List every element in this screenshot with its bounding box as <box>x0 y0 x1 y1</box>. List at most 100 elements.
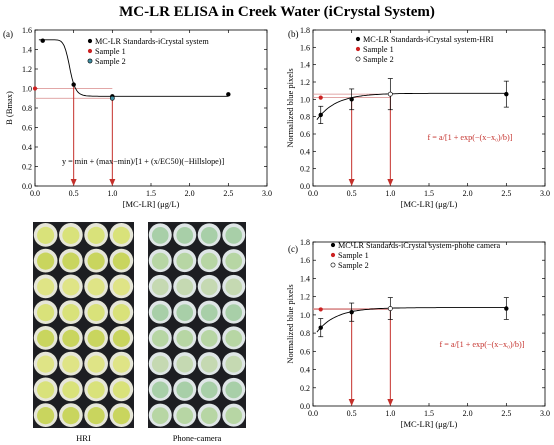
well-liquid <box>37 355 55 373</box>
legend-entry: Sample 1 <box>95 47 126 56</box>
fit-equation: f = a/[1 + exp(−(x−x₀)/b)] <box>440 340 525 349</box>
well-liquid <box>37 407 55 425</box>
x-tick-label: 2.0 <box>185 189 195 198</box>
x-tick-label: 1.5 <box>146 189 156 198</box>
well-liquid <box>112 278 130 296</box>
well-liquid <box>37 304 55 322</box>
y-tick-label: 1.6 <box>22 26 32 35</box>
well-liquid <box>62 252 80 270</box>
y-tick-label: 1.4 <box>300 274 310 283</box>
well-liquid <box>151 278 169 296</box>
well-liquid <box>176 407 194 424</box>
well-liquid <box>225 227 243 244</box>
standard-point <box>349 309 354 315</box>
well-liquid <box>62 226 80 244</box>
chart-panel: (c) 0.0 0.5 1.0 1.5 2.0 2.5 3.0 0.0 0.2 0.4 0.6 0.8 1… <box>285 238 550 429</box>
sample2-point <box>109 95 115 101</box>
y-tick-label: 0.0 <box>300 402 310 411</box>
well-liquid <box>151 381 169 399</box>
y-tick-label: 1.8 <box>300 238 310 247</box>
y-tick-label: 1.0 <box>300 95 310 104</box>
panel-label: (c) <box>288 244 298 254</box>
well-liquid <box>176 381 194 399</box>
y-tick-label: 1.2 <box>300 78 310 87</box>
well-liquid <box>225 330 243 347</box>
standard-point <box>349 97 354 102</box>
y-tick-label: 0.2 <box>300 165 310 174</box>
well-liquid <box>200 330 218 347</box>
well-liquid <box>225 304 243 321</box>
y-tick-label: 0.4 <box>22 143 32 152</box>
y-axis-label: Normalized blue pixels <box>285 68 295 147</box>
y-tick-label: 1.4 <box>300 61 310 70</box>
y-tick-label: 0.6 <box>300 347 310 356</box>
x-tick-label: 0.5 <box>347 409 357 418</box>
x-tick-label: 2.0 <box>463 189 473 198</box>
y-tick-label: 0.8 <box>300 113 310 122</box>
well-liquid <box>151 355 169 373</box>
x-tick-label: 0.0 <box>30 189 40 198</box>
y-tick-label: 0.6 <box>22 124 32 133</box>
well-liquid <box>225 252 243 270</box>
figure-title: MC-LR ELISA in Creek Water (iCrystal Sys… <box>119 4 435 20</box>
well-liquid <box>176 355 194 373</box>
well-liquid <box>37 381 55 399</box>
photo-panels: HRI Phone-camera <box>33 222 246 443</box>
well-liquid <box>151 304 169 321</box>
y-tick-label: 1.2 <box>300 293 310 302</box>
well-plate-photo: HRI <box>33 222 134 443</box>
well-liquid <box>62 329 80 347</box>
well-liquid <box>200 278 218 296</box>
x-tick-label: 0.0 <box>308 409 318 418</box>
y-axis-label: B (Bmax) <box>4 91 14 125</box>
y-tick-label: 0.0 <box>300 182 310 191</box>
y-tick-label: 0.8 <box>300 329 310 338</box>
well-liquid <box>176 227 194 244</box>
sample1-point <box>318 95 323 100</box>
well-liquid <box>62 278 80 296</box>
standard-point <box>40 38 45 43</box>
y-tick-label: 0.2 <box>300 384 310 393</box>
standard-point <box>504 91 509 97</box>
legend-entry: Sample 2 <box>95 57 126 66</box>
x-tick-label: 0.0 <box>308 189 318 198</box>
fit-equation: f = a/[1 + exp(−(x−x₀)/b)] <box>428 133 513 142</box>
y-axis-label: Normalized blue pixels <box>285 284 295 363</box>
well-liquid <box>112 226 130 244</box>
standard-point <box>318 325 323 330</box>
x-tick-label: 0.5 <box>347 189 357 198</box>
sample2-point <box>387 306 393 311</box>
legend-marker <box>330 252 336 258</box>
chart-panel: (b) 0.0 0.5 1.0 1.5 2.0 2.5 3.0 0.0 0.2 0.4 0.6 0.8 1… <box>285 26 550 209</box>
legend-entry: MC-LR Standards-iCrystal system-phone ca… <box>338 241 500 250</box>
standard-point <box>504 306 509 311</box>
well-liquid <box>151 330 169 347</box>
y-tick-label: 1.6 <box>300 256 310 265</box>
photo-caption: HRI <box>76 433 91 443</box>
legend-marker <box>87 48 93 54</box>
legend-entry: MC-LR Standards-iCrystal system <box>95 37 209 46</box>
x-tick-label: 1.0 <box>107 189 117 198</box>
standard-point <box>71 82 76 87</box>
y-tick-label: 1.0 <box>22 85 32 94</box>
y-tick-label: 0.4 <box>300 366 310 375</box>
well-liquid <box>151 227 169 244</box>
well-liquid <box>200 381 218 399</box>
well-liquid <box>87 304 105 322</box>
well-liquid <box>62 407 80 425</box>
well-liquid <box>200 304 218 321</box>
well-liquid <box>112 407 130 425</box>
well-liquid <box>176 304 194 321</box>
x-axis-label: [MC-LR] (μg/L) <box>123 199 180 209</box>
well-liquid <box>176 330 194 347</box>
well-liquid <box>225 407 243 424</box>
well-liquid <box>200 355 218 373</box>
panel-label: (b) <box>288 29 299 39</box>
x-axis-label: [MC-LR] (μg/L) <box>401 419 458 429</box>
well-liquid <box>62 355 80 373</box>
x-tick-label: 2.5 <box>501 189 511 198</box>
arrow-head <box>348 179 355 186</box>
arrow-head <box>387 399 394 406</box>
sample2-point <box>387 91 393 97</box>
